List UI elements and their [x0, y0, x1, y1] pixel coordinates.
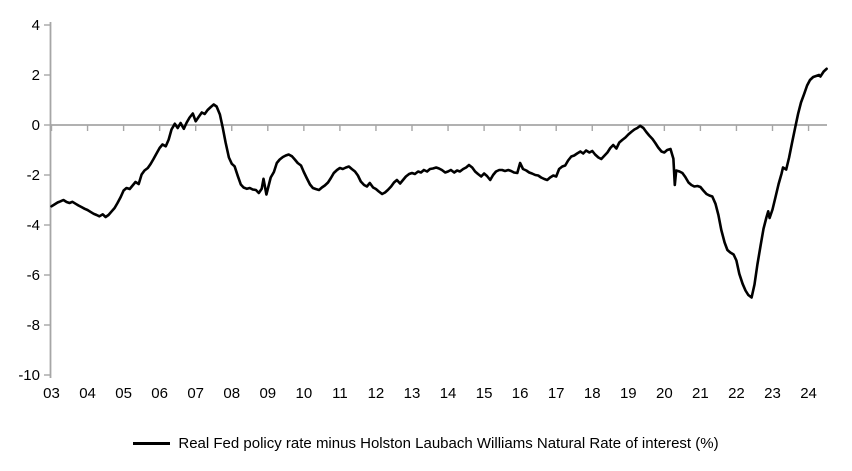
x-axis-label: 17	[548, 385, 565, 402]
y-axis-label: -8	[27, 317, 40, 334]
x-axis-label: 19	[620, 385, 637, 402]
x-axis-label: 18	[584, 385, 601, 402]
x-axis-label: 24	[800, 385, 817, 402]
y-axis-label: -6	[27, 267, 40, 284]
x-axis-label: 05	[115, 385, 132, 402]
y-axis-label: -10	[18, 367, 40, 384]
legend-series-label: Real Fed policy rate minus Holston Lauba…	[178, 434, 719, 452]
y-axis-label: 2	[32, 67, 40, 84]
x-axis-label: 12	[368, 385, 385, 402]
x-axis-label: 03	[43, 385, 60, 402]
x-axis-label: 15	[476, 385, 493, 402]
x-axis-label: 23	[764, 385, 781, 402]
y-axis-label: -4	[27, 217, 40, 234]
x-axis-label: 08	[223, 385, 240, 402]
y-axis-label: 4	[32, 17, 40, 34]
x-axis-label: 11	[332, 385, 348, 402]
x-axis-label: 04	[79, 385, 96, 402]
x-axis-label: 09	[259, 385, 276, 402]
x-axis-label: 07	[187, 385, 204, 402]
x-axis-label: 20	[656, 385, 673, 402]
legend-line-swatch	[133, 441, 171, 445]
series-line	[50, 67, 828, 299]
x-axis-label: 21	[692, 385, 709, 402]
x-axis-label: 10	[296, 385, 313, 402]
x-axis-label: 13	[404, 385, 421, 402]
y-axis-label: -2	[27, 167, 40, 184]
x-axis-label: 22	[728, 385, 745, 402]
x-axis-label: 06	[151, 385, 168, 402]
legend: Real Fed policy rate minus Holston Lauba…	[0, 430, 852, 456]
x-axis-label: 14	[440, 385, 457, 402]
y-axis-label: 0	[32, 117, 40, 134]
x-axis-label: 16	[512, 385, 529, 402]
